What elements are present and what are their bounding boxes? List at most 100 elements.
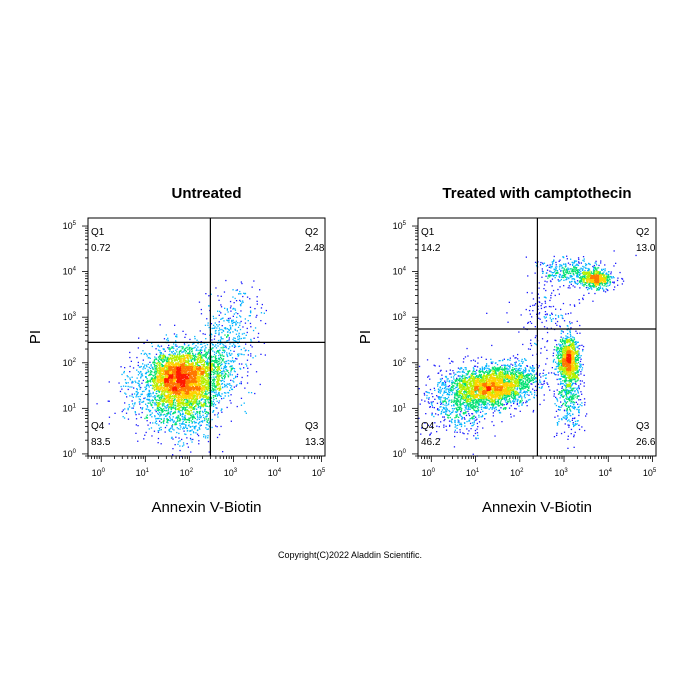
event-dot	[247, 320, 249, 322]
event-dot	[157, 404, 159, 406]
event-dot	[185, 391, 187, 394]
event-dot	[165, 366, 167, 368]
event-dot	[171, 391, 173, 393]
event-dot	[174, 444, 176, 446]
event-dot	[203, 436, 205, 438]
event-dot	[155, 418, 157, 420]
event-dot	[170, 393, 172, 395]
event-dot	[131, 407, 133, 409]
event-dot	[180, 349, 182, 352]
event-dot	[166, 361, 168, 363]
event-dot	[154, 372, 156, 374]
event-dot	[213, 370, 215, 372]
event-dot	[233, 302, 235, 304]
event-dot	[163, 419, 165, 421]
event-dot	[172, 393, 175, 395]
event-dot	[144, 388, 147, 391]
event-dot	[206, 376, 208, 378]
event-dot	[182, 412, 184, 414]
event-dot	[199, 350, 201, 352]
event-dot	[182, 406, 184, 409]
event-dot	[159, 376, 161, 378]
event-dot	[174, 365, 176, 367]
event-dot	[211, 388, 214, 390]
event-dot	[189, 401, 192, 403]
event-dot	[154, 395, 156, 397]
event-dot	[176, 359, 178, 362]
event-dot	[151, 367, 153, 369]
event-dot	[183, 363, 186, 365]
event-dot	[166, 424, 168, 427]
event-dot	[244, 350, 246, 352]
event-dot	[150, 427, 153, 429]
event-dot	[219, 353, 221, 355]
event-dot	[177, 441, 180, 443]
event-dot	[237, 326, 240, 328]
event-dot	[152, 396, 154, 398]
event-dot	[223, 320, 225, 322]
event-dot	[191, 391, 193, 393]
event-dot	[146, 355, 148, 357]
event-dot	[184, 418, 186, 420]
event-dot	[159, 380, 161, 382]
event-dot	[205, 293, 207, 295]
event-dot	[188, 395, 191, 397]
event-dot	[136, 391, 138, 393]
event-dot	[187, 366, 189, 368]
event-dot	[156, 387, 158, 389]
event-dot	[250, 355, 252, 357]
event-dot	[202, 387, 204, 389]
event-dot	[135, 424, 137, 426]
event-dot	[196, 348, 198, 350]
event-dot	[150, 377, 153, 379]
event-dot	[213, 398, 215, 401]
event-dot	[168, 359, 170, 361]
event-dot	[212, 385, 214, 387]
event-dot	[167, 339, 169, 341]
event-dot	[263, 342, 265, 344]
event-dot	[195, 392, 197, 394]
event-dot	[208, 372, 210, 374]
event-dot	[226, 308, 228, 310]
event-dot	[156, 395, 158, 398]
event-dot	[203, 389, 205, 391]
event-dot	[208, 397, 210, 399]
event-dot	[141, 375, 144, 377]
event-dot	[235, 289, 237, 292]
event-dot	[175, 340, 177, 342]
event-dot	[218, 374, 220, 376]
event-dot	[191, 347, 193, 350]
event-dot	[183, 364, 185, 367]
event-dot	[154, 415, 156, 417]
event-dot	[159, 414, 161, 416]
event-dot	[163, 397, 166, 399]
event-dot	[212, 389, 214, 391]
event-dot	[221, 382, 224, 385]
event-dot	[138, 384, 140, 387]
event-dot	[182, 403, 184, 405]
event-dot	[172, 370, 174, 372]
event-dot	[208, 451, 210, 453]
event-dot	[171, 418, 173, 420]
event-dot	[235, 385, 237, 387]
event-dot	[157, 407, 160, 409]
event-dot	[215, 355, 217, 357]
event-dot	[125, 382, 127, 384]
event-dot	[148, 393, 151, 395]
event-dot	[175, 383, 177, 385]
event-dot	[233, 381, 235, 383]
event-dot	[231, 365, 233, 367]
event-dot	[174, 375, 177, 377]
event-dot	[139, 366, 141, 368]
event-dot	[187, 360, 190, 362]
event-dot	[172, 389, 174, 391]
event-dot	[218, 350, 220, 352]
event-dot	[188, 418, 190, 421]
event-dot	[195, 377, 197, 379]
event-dot	[176, 405, 178, 407]
event-dot	[152, 400, 154, 402]
event-dot	[215, 390, 217, 392]
event-dot	[230, 385, 233, 387]
event-dot	[170, 419, 172, 421]
event-dot	[191, 402, 193, 405]
